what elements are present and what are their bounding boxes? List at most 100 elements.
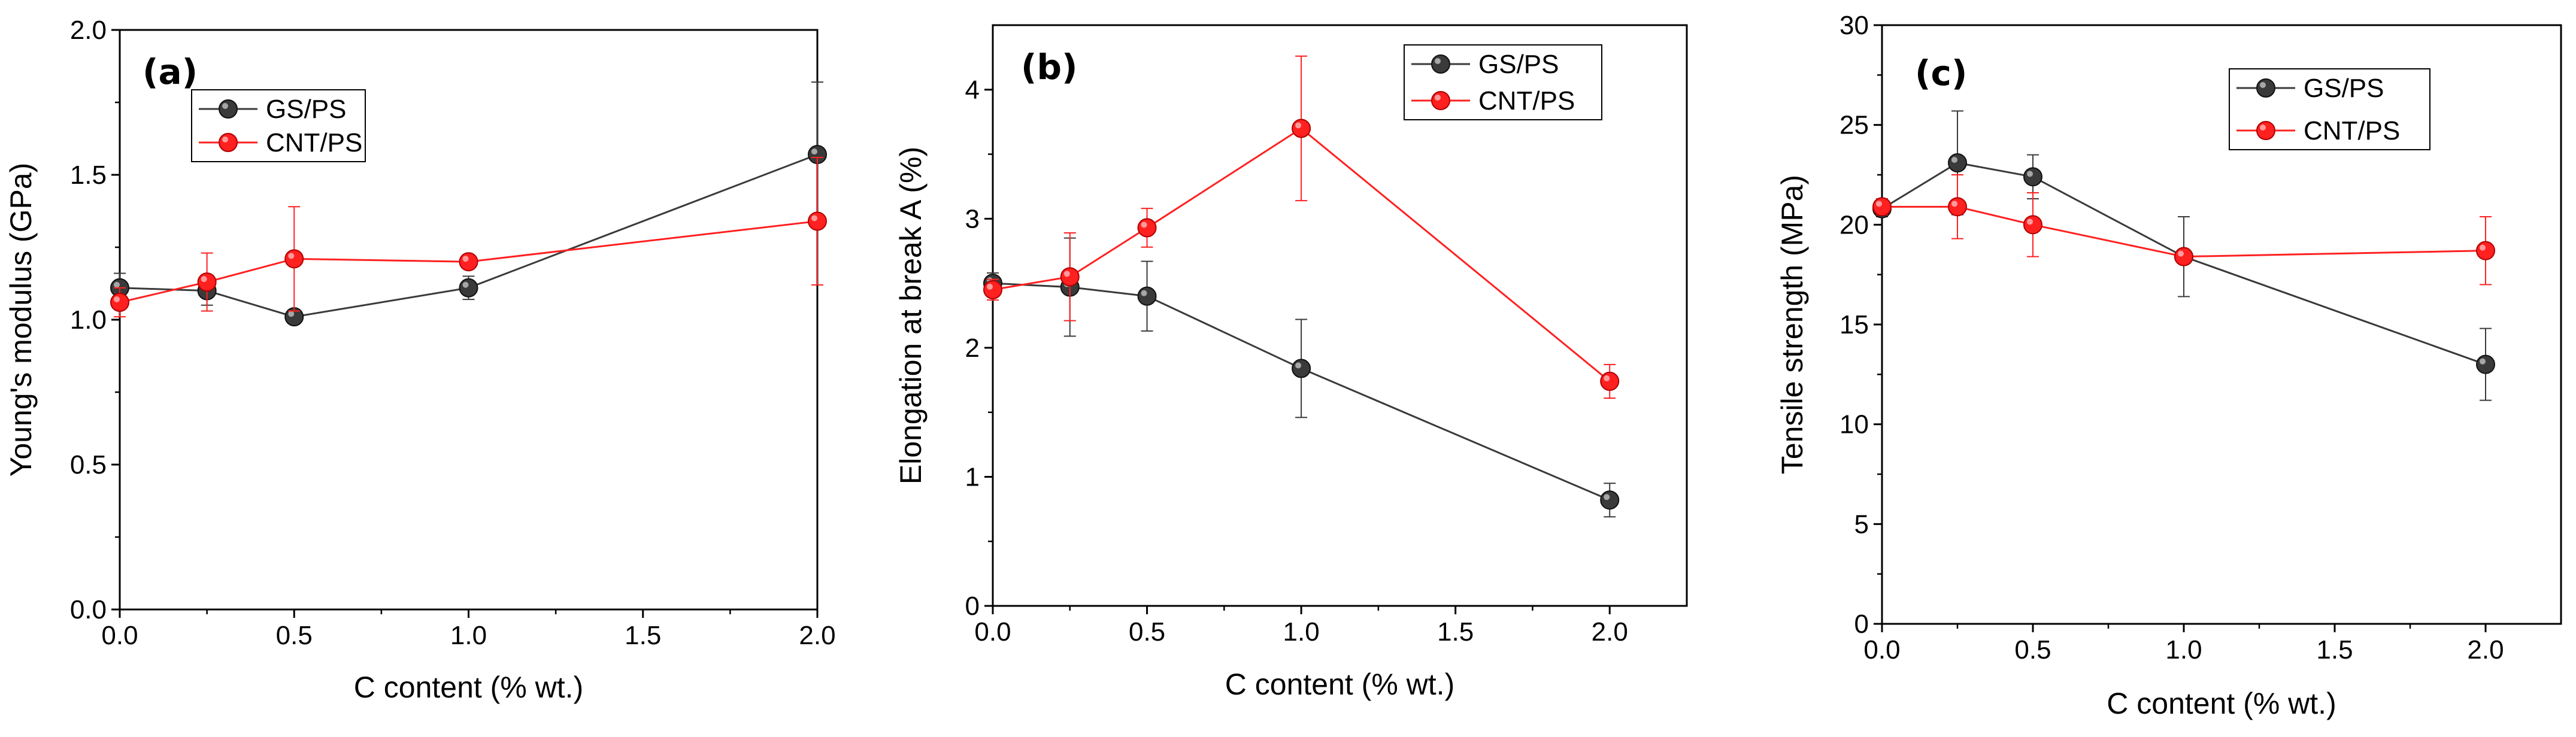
data-point-highlight [2480,358,2486,365]
legend-label: CNT/PS [2304,116,2400,145]
x-tick-label: 0.5 [2014,635,2051,665]
data-point [459,252,478,272]
data-point-body [1948,197,1967,217]
legend-marker-body [2256,121,2275,140]
y-tick-label: 15 [1839,310,1869,339]
chart-panel-3: 0.0 0.5 1.0 1.5 2.0 0 5 10 15 20 25 30 C content (% … [1775,11,2562,720]
legend-label: GS/PS [2304,74,2384,103]
data-point-highlight [1141,222,1147,228]
legend: GS/PS CNT/PS [1404,44,1602,120]
data-point-body [2476,354,2495,374]
y-tick-label: 0 [965,592,980,621]
y-axis-label: Elongation at break A (%) [894,147,928,484]
y-tick-label: 5 [1854,509,1869,539]
data-point [1872,197,1892,217]
data-point-body [1872,197,1892,217]
y-tick-label: 0 [1854,609,1869,639]
data-point-highlight [2027,219,2033,225]
data-point-highlight [811,148,817,155]
data-point [1600,371,1620,391]
y-tick-label: 20 [1839,210,1869,239]
x-axis-label: C content (% wt.) [1225,668,1454,701]
data-point-highlight [811,215,817,222]
data-point-body [459,278,478,298]
data-point-highlight [2027,171,2033,177]
legend-marker [1431,54,1450,74]
x-tick-label: 1.0 [1283,617,1320,647]
data-point [2023,167,2042,187]
panel-label: (b) [1021,47,1078,87]
data-point-body [2174,247,2193,266]
y-tick-label: 0.5 [70,450,107,480]
x-tick-label: 1.5 [625,621,661,650]
data-point [1600,490,1620,510]
data-point-highlight [1295,122,1302,129]
x-tick-label: 0.0 [1863,635,1900,665]
data-point [1292,359,1311,378]
data-point-highlight [114,281,120,288]
legend-label: CNT/PS [1478,86,1575,116]
legend-box [191,89,366,162]
y-tick-label: 1 [965,462,980,492]
data-point-body [1292,119,1311,138]
x-tick-label: 0.5 [276,621,313,650]
data-point-body [1137,286,1157,306]
data-point-highlight [2480,244,2486,251]
y-tick-label: 2.0 [70,16,107,45]
x-axis-label: C content (% wt.) [2107,687,2336,720]
legend-label: GS/PS [266,95,347,124]
data-point-body [2023,167,2042,187]
legend-marker [219,133,238,152]
legend-marker [2256,78,2275,98]
panel-label: (a) [143,51,198,92]
legend-marker [219,99,238,119]
data-point-highlight [2178,250,2184,257]
series-gs-ps [983,237,1620,518]
data-point-highlight [288,253,295,259]
y-axis-label: Young's modulus (GPa) [4,163,38,477]
x-tick-label: 2.0 [799,621,835,650]
series-cnt-ps [110,156,827,318]
legend-marker-body [1431,54,1450,74]
data-point [2023,215,2042,235]
data-point [110,292,129,312]
data-point [1292,119,1311,138]
data-point-body [808,211,827,231]
data-point-highlight [1141,290,1147,296]
chart-panel-2: 0.0 0.5 1.0 1.5 2.0 0 1 2 3 4 C content (% wt.) Elo… [894,24,1688,701]
data-point-body [110,292,129,312]
data-point-highlight [288,311,295,317]
x-tick-label: 0.0 [101,621,138,650]
data-point [2476,354,2495,374]
plot-frame [992,24,1688,607]
x-tick-label: 1.5 [1437,617,1474,647]
data-point [1948,153,1967,172]
data-point [1137,218,1157,238]
plot-frame [1881,24,2562,625]
data-point [459,278,478,298]
series-cnt-ps [983,55,1620,399]
data-point-highlight [1604,375,1610,381]
data-point [1137,286,1157,306]
x-tick-label: 0.0 [974,617,1011,647]
legend-label: CNT/PS [266,128,362,157]
data-point [1948,197,1967,217]
data-point-highlight [1604,494,1610,501]
data-point [284,249,304,269]
data-point-highlight [462,281,469,288]
data-point [284,307,304,327]
legend-marker [1431,91,1450,110]
data-point-body [1600,490,1620,510]
data-point [1060,267,1080,287]
y-tick-label: 4 [965,75,980,105]
legend-marker-highlight [1435,95,1441,101]
x-tick-label: 1.0 [450,621,487,650]
legend: GS/PS CNT/PS [2229,68,2430,150]
data-point-highlight [987,283,993,290]
x-axis-label: C content (% wt.) [354,671,583,704]
legend-marker-highlight [2260,82,2266,88]
y-tick-label: 3 [965,204,980,233]
legend-marker-body [1431,91,1450,110]
data-point-body [1060,267,1080,287]
